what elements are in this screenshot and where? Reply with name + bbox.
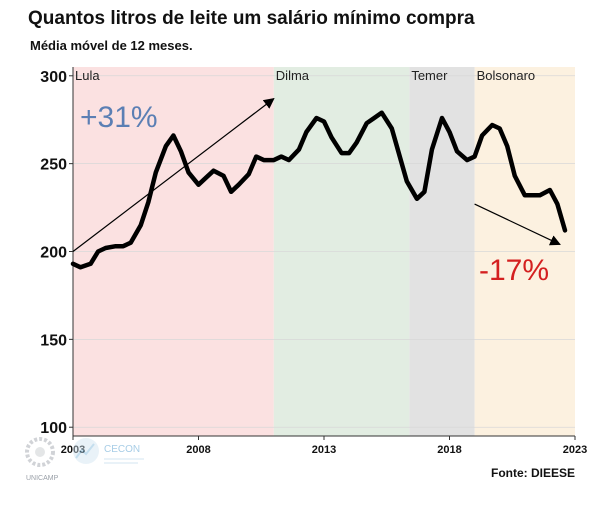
cecon-logo-text: CECON — [104, 444, 140, 455]
x-tick-label: 2003 — [61, 444, 85, 456]
period-label: Dilma — [276, 68, 310, 83]
source-note: Fonte: DIEESE — [490, 466, 575, 480]
period-label: Temer — [411, 68, 448, 83]
chart-title: Quantos litros de leite um salário mínim… — [28, 8, 475, 29]
x-tick-label: 2018 — [437, 444, 461, 456]
y-tick-label: 250 — [40, 157, 67, 174]
x-tick-label: 2013 — [312, 444, 336, 456]
change-annotation: +31% — [80, 101, 158, 134]
x-tick-label: 2008 — [186, 444, 210, 456]
unicamp-logo-text: UNICAMP — [26, 475, 59, 482]
period-label: Lula — [75, 68, 100, 83]
chart-subtitle: Média móvel de 12 meses. — [30, 38, 193, 53]
y-tick-label: 300 — [40, 69, 67, 86]
x-tick-label: 2023 — [563, 444, 587, 456]
change-annotation: -17% — [479, 254, 549, 287]
unicamp-logo-icon: UNICAMP CECON — [25, 437, 144, 482]
y-tick-label: 100 — [40, 420, 67, 437]
period-label: Bolsonaro — [477, 68, 536, 83]
y-tick-label: 200 — [40, 245, 67, 262]
logos: UNICAMP CECON — [24, 436, 184, 488]
trend-arrow — [72, 97, 275, 252]
trend-arrow — [474, 203, 561, 246]
y-tick-label: 150 — [40, 332, 67, 349]
series-line — [70, 110, 568, 270]
